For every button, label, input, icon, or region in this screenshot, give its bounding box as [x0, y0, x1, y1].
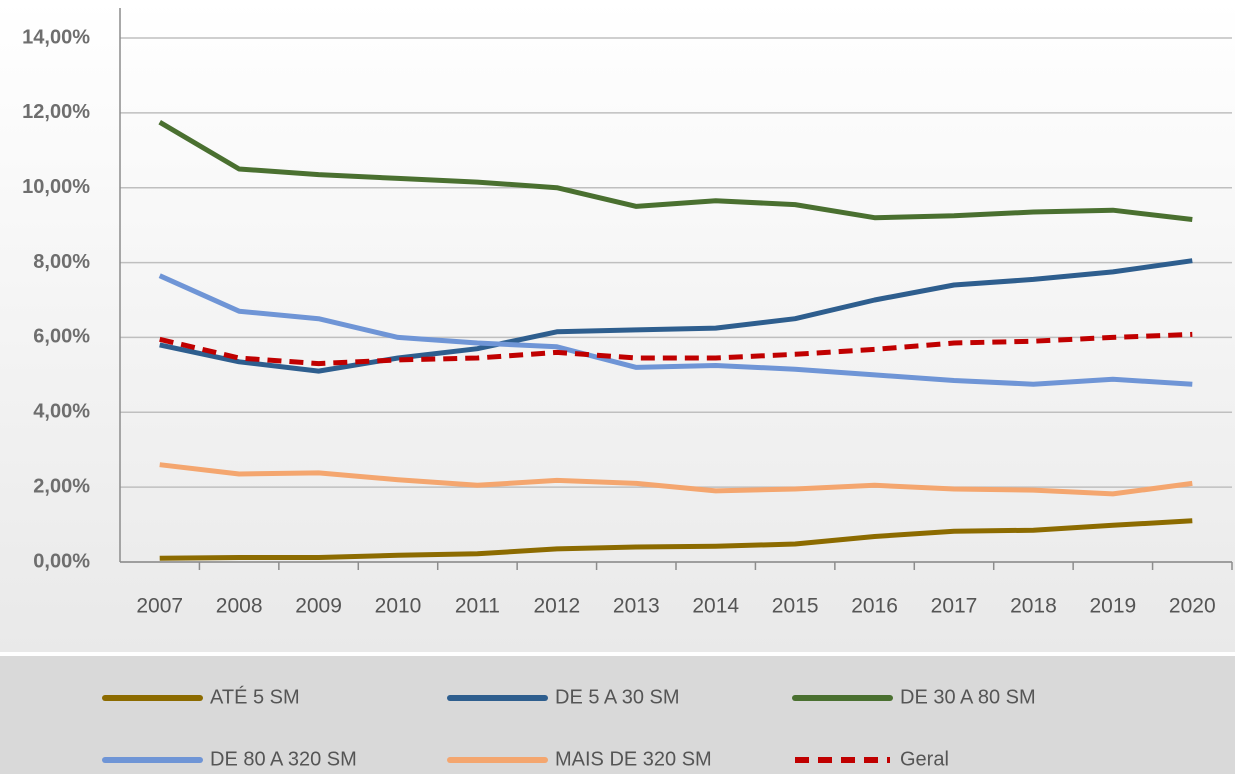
x-tick-label: 2019: [1089, 595, 1136, 618]
series-line: [158, 120, 1193, 222]
legend-background: [0, 656, 1235, 774]
plot-background: [0, 0, 1235, 652]
x-tick-label: 2017: [931, 595, 978, 618]
series-line: [159, 462, 1193, 497]
x-tick-label: 2015: [772, 595, 819, 618]
series-line: [159, 331, 1193, 367]
x-tick-label: 2011: [455, 595, 500, 618]
legend-label: ATÉ 5 SM: [210, 685, 300, 708]
x-tick-label: 2007: [136, 595, 183, 618]
x-tick-label: 2016: [851, 595, 898, 618]
series-line: [158, 273, 1193, 387]
x-tick-label: 2009: [295, 595, 342, 618]
x-tick-label: 2018: [1010, 595, 1057, 618]
legend-label: DE 80 A 320 SM: [210, 748, 357, 770]
y-tick-label: 12,00%: [22, 101, 90, 123]
y-tick-label: 8,00%: [33, 251, 90, 273]
x-tick-label: 2014: [692, 595, 739, 618]
y-tick-label: 2,00%: [33, 475, 90, 497]
legend-label: Geral: [900, 748, 949, 770]
y-tick-label: 4,00%: [33, 401, 90, 423]
x-tick-label: 2010: [375, 595, 422, 618]
series-line: [159, 258, 1193, 374]
x-tick-label: 2012: [533, 595, 580, 618]
x-tick-label: 2008: [216, 595, 263, 618]
y-tick-label: 6,00%: [33, 326, 90, 348]
y-tick-label: 0,00%: [33, 550, 90, 572]
series-line: [159, 518, 1193, 561]
legend-label: MAIS DE 320 SM: [555, 748, 712, 770]
y-tick-label: 14,00%: [22, 26, 90, 48]
x-tick-label: 2013: [613, 595, 660, 618]
y-tick-label: 10,00%: [22, 176, 90, 198]
legend-label: DE 5 A 30 SM: [555, 686, 680, 708]
x-tick-label: 2020: [1169, 595, 1216, 618]
legend-label: DE 30 A 80 SM: [900, 686, 1036, 708]
